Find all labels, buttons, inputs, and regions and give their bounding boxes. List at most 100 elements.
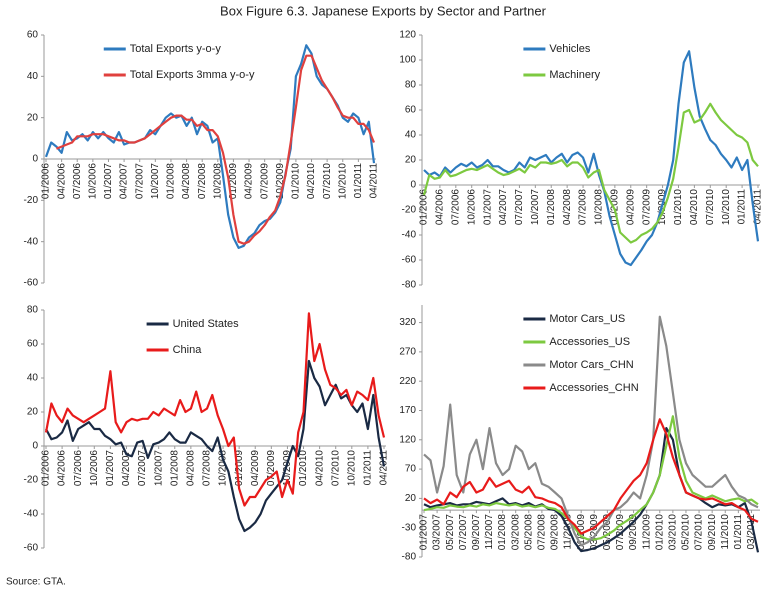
x-tick-label: 11/2010 (720, 514, 731, 550)
x-tick-label: 03/2009 (589, 514, 600, 551)
x-tick-label: 07/2009 (259, 163, 270, 200)
x-tick-label: 07/2010 (330, 450, 341, 487)
y-tick-label: 20 (27, 407, 39, 418)
legend-text: United States (173, 318, 240, 330)
x-tick-label: 04/2010 (314, 450, 325, 487)
y-tick-label: 60 (27, 339, 39, 350)
x-tick-label: 03/2010 (668, 514, 679, 551)
x-tick-label: 03/2011 (746, 514, 757, 550)
x-tick-label: 11/2008 (563, 514, 574, 550)
y-tick-label: 100 (399, 55, 416, 66)
x-tick-label: 11/2007 (484, 514, 495, 550)
x-tick-label: 07/2007 (514, 189, 525, 226)
y-tick-label: 70 (405, 464, 417, 475)
y-tick-label: 120 (399, 434, 416, 445)
y-tick-label: 40 (27, 373, 39, 384)
x-tick-label: 10/2006 (89, 450, 100, 487)
x-tick-label: 07/2007 (458, 514, 469, 551)
x-tick-label: 04/2006 (435, 189, 446, 226)
x-tick-label: 07/2007 (134, 163, 145, 200)
x-tick-label: 04/2010 (689, 189, 700, 226)
x-tick-label: 01/2006 (41, 450, 52, 487)
x-tick-label: 10/2010 (721, 189, 732, 226)
x-tick-label: 04/2011 (379, 450, 390, 486)
y-tick-label: -30 (402, 522, 417, 533)
x-tick-label: 01/2007 (419, 514, 430, 551)
y-tick-label: 270 (399, 347, 416, 358)
x-tick-label: 03/2008 (510, 514, 521, 551)
x-tick-label: 01/2008 (169, 450, 180, 487)
y-tick-label: 20 (405, 155, 417, 166)
x-tick-label: 07/2010 (322, 163, 333, 200)
x-tick-label: 01/2009 (234, 450, 245, 487)
x-tick-label: 01/2007 (103, 163, 114, 200)
legend-text: Vehicles (549, 43, 590, 55)
panel: -80 -60 -40 -20 0 20 40 60 80 100 120 01/2006 04/200… (399, 30, 763, 291)
legend-text: Total Exports y-o-y (130, 43, 222, 55)
x-tick-label: 04/2010 (306, 163, 317, 200)
y-tick-label: -80 (402, 552, 417, 563)
y-tick-label: -80 (402, 280, 417, 291)
x-tick-label: 01/2006 (41, 163, 52, 200)
x-tick-label: 04/2006 (56, 163, 67, 200)
series-line (44, 312, 386, 507)
series-line (45, 359, 386, 533)
y-tick-label: 80 (27, 305, 39, 316)
x-tick-label: 01/2011 (733, 514, 744, 550)
x-tick-label: 01/2008 (546, 189, 557, 226)
legend-text: Machinery (549, 69, 600, 81)
series-line (423, 50, 760, 267)
x-tick-label: 09/2008 (550, 514, 561, 551)
legend-text: Motor Cars_CHN (549, 359, 633, 371)
x-tick-label: 07/2010 (705, 189, 716, 226)
x-tick-label: 10/2010 (337, 163, 348, 200)
x-tick-label: 04/2011 (369, 163, 380, 199)
x-tick-label: 07/2008 (537, 514, 548, 551)
legend-text: Motor Cars_US (549, 313, 625, 325)
y-tick-label: 60 (405, 105, 417, 116)
legend-text: China (173, 344, 203, 356)
y-tick-label: 20 (405, 493, 417, 504)
y-tick-label: 0 (32, 441, 38, 452)
x-tick-label: 04/2008 (181, 163, 192, 200)
x-tick-label: 07/2009 (615, 514, 626, 551)
x-tick-label: 01/2011 (353, 163, 364, 199)
x-tick-label: 10/2008 (218, 450, 229, 487)
x-tick-label: 10/2007 (153, 450, 164, 487)
x-tick-label: 07/2009 (266, 450, 277, 487)
y-tick-label: 120 (399, 30, 416, 41)
x-tick-label: 04/2006 (57, 450, 68, 487)
x-tick-label: 04/2008 (562, 189, 573, 226)
x-tick-label: 01/2011 (363, 450, 374, 486)
y-tick-label: 40 (27, 71, 39, 82)
panel: -60 -40 -20 0 20 40 60 80 01/2006 04/2006 07/2006 1… (24, 305, 390, 554)
panel: -60 -40 -20 0 20 40 60 01/2006 04/2006 07/2006 10/… (24, 30, 380, 289)
y-tick-label: 0 (32, 154, 38, 165)
x-tick-label: 07/2006 (450, 189, 461, 226)
legend-text: Accessories_US (549, 336, 630, 348)
source-note: Source: GTA. (6, 577, 66, 588)
y-tick-label: 40 (405, 130, 417, 141)
x-tick-label: 07/2008 (202, 450, 213, 487)
x-tick-label: 09/2007 (471, 514, 482, 551)
x-tick-label: 10/2008 (212, 163, 223, 200)
x-tick-label: 01/2009 (228, 163, 239, 200)
x-tick-label: 04/2009 (244, 163, 255, 200)
x-tick-label: 04/2008 (185, 450, 196, 487)
series-line (423, 315, 759, 547)
x-tick-label: 09/2010 (707, 514, 718, 551)
x-tick-label: 10/2007 (150, 163, 161, 200)
series-line (422, 102, 759, 244)
x-tick-label: 04/2009 (250, 450, 261, 487)
x-tick-label: 10/2008 (594, 189, 605, 226)
x-tick-label: 01/2008 (497, 514, 508, 551)
x-tick-label: 05/2008 (523, 514, 534, 551)
x-tick-label: 07/2006 (72, 163, 83, 200)
y-tick-label: -40 (24, 509, 39, 520)
series-line (55, 54, 376, 245)
y-tick-label: -60 (24, 543, 39, 554)
x-tick-label: 01/2009 (609, 189, 620, 226)
x-tick-label: 10/2006 (87, 163, 98, 200)
